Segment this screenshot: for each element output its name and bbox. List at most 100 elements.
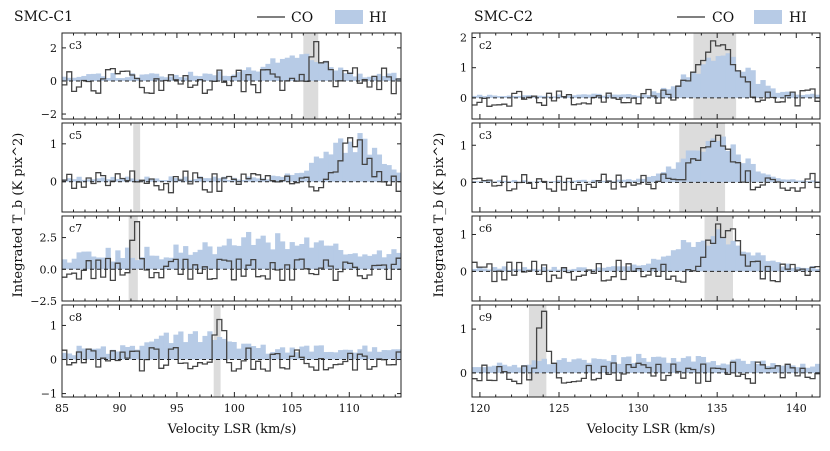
hi-bar bbox=[110, 72, 116, 81]
hi-bar bbox=[780, 179, 786, 183]
hi-bar bbox=[660, 172, 667, 183]
hi-bar bbox=[265, 242, 271, 270]
hi-bar bbox=[241, 237, 247, 270]
y-tick-label: 0 bbox=[50, 354, 57, 367]
hi-bar bbox=[655, 173, 662, 183]
hi-bar bbox=[601, 267, 607, 272]
hi-bar bbox=[226, 180, 232, 182]
hi-bar bbox=[95, 257, 102, 270]
hi-bar bbox=[531, 360, 538, 373]
hi-bar bbox=[740, 360, 746, 373]
hi-bar bbox=[347, 72, 353, 81]
hi-bar bbox=[670, 358, 677, 373]
hi-bar bbox=[536, 95, 542, 98]
hi-bar bbox=[810, 366, 816, 373]
hi-bar bbox=[226, 238, 232, 270]
hi-bar bbox=[134, 179, 140, 182]
hi-bar bbox=[270, 352, 276, 360]
hi-bar bbox=[496, 96, 503, 98]
hi-bar bbox=[496, 268, 503, 272]
hi-bar bbox=[740, 251, 746, 272]
hi-bar bbox=[616, 94, 622, 98]
hi-bar bbox=[631, 264, 637, 272]
hi-bar bbox=[275, 233, 281, 270]
hi-bar bbox=[506, 181, 513, 183]
hi-bar bbox=[183, 342, 189, 360]
hi-bar bbox=[91, 256, 97, 270]
hi-bar bbox=[308, 247, 315, 270]
legend-hi-swatch-right bbox=[754, 10, 782, 24]
hi-bar bbox=[139, 345, 145, 360]
hi-bar bbox=[202, 178, 208, 182]
hi-bar bbox=[680, 240, 687, 272]
hi-bar bbox=[576, 94, 582, 98]
hi-bar bbox=[810, 266, 816, 272]
hi-bar bbox=[149, 179, 155, 182]
hi-bar bbox=[250, 177, 257, 182]
hi-bar bbox=[323, 151, 329, 182]
hi-bar bbox=[323, 245, 329, 270]
hi-bar bbox=[338, 250, 344, 270]
hi-bar bbox=[541, 95, 547, 98]
hi-bar bbox=[571, 95, 577, 98]
hi-bar bbox=[202, 242, 208, 270]
hi-bar bbox=[621, 94, 627, 98]
hi-bar bbox=[173, 178, 179, 182]
hi-bar bbox=[556, 359, 562, 373]
hi-bar bbox=[294, 57, 300, 81]
hi-bar bbox=[95, 178, 102, 182]
hi-bar bbox=[481, 268, 488, 272]
hi-bar bbox=[342, 73, 349, 81]
hi-bar bbox=[780, 365, 786, 373]
hi-bar bbox=[241, 179, 247, 182]
hi-bar bbox=[775, 262, 781, 272]
hi-bar bbox=[299, 172, 305, 182]
hi-bar bbox=[187, 333, 194, 360]
hi-bar bbox=[371, 347, 378, 360]
hi-bar bbox=[241, 70, 247, 81]
panel-plot-area bbox=[62, 33, 401, 119]
hi-bar bbox=[91, 348, 97, 360]
hi-bar bbox=[255, 71, 261, 81]
hi-bar bbox=[631, 95, 637, 98]
hi-bar bbox=[675, 361, 682, 373]
y-tick-label: 1 bbox=[50, 138, 57, 151]
hi-bar bbox=[566, 361, 572, 373]
panel-plot-area bbox=[472, 305, 820, 397]
hi-bar bbox=[62, 259, 68, 270]
y-axis-label-right: Integrated T_b (K pix^2) bbox=[432, 133, 447, 298]
co-spectrum bbox=[472, 223, 820, 283]
hi-bar bbox=[740, 163, 746, 183]
hi-bar bbox=[641, 94, 647, 98]
panel-plot-area bbox=[62, 305, 401, 397]
hi-bar bbox=[347, 141, 353, 182]
hi-bar bbox=[163, 77, 169, 81]
hi-bar bbox=[601, 95, 607, 98]
hi-bar bbox=[690, 246, 697, 272]
hi-bar bbox=[621, 266, 627, 272]
hi-bar bbox=[740, 71, 746, 98]
x-tick-label: 120 bbox=[469, 402, 490, 415]
hi-bar bbox=[536, 180, 542, 183]
hi-bar bbox=[581, 359, 587, 373]
hi-bar bbox=[158, 259, 165, 270]
hi-bar bbox=[690, 361, 697, 373]
hi-bar bbox=[202, 73, 208, 81]
hi-bar bbox=[556, 269, 562, 272]
hi-bar bbox=[226, 341, 232, 360]
hi-bar bbox=[275, 349, 281, 360]
hi-bar bbox=[805, 267, 811, 272]
hi-bar bbox=[675, 162, 682, 183]
panel-plot-area bbox=[62, 123, 401, 212]
hi-bar bbox=[536, 269, 542, 272]
hi-bar bbox=[178, 252, 184, 270]
hi-bar bbox=[139, 257, 145, 270]
hi-bar bbox=[695, 356, 702, 373]
hi-bar bbox=[265, 63, 271, 81]
hi-bar bbox=[386, 350, 392, 360]
y-tick-label: 1 bbox=[50, 319, 57, 332]
hi-bar bbox=[815, 94, 820, 98]
highlight-band bbox=[133, 123, 141, 212]
hi-bar bbox=[178, 331, 184, 360]
